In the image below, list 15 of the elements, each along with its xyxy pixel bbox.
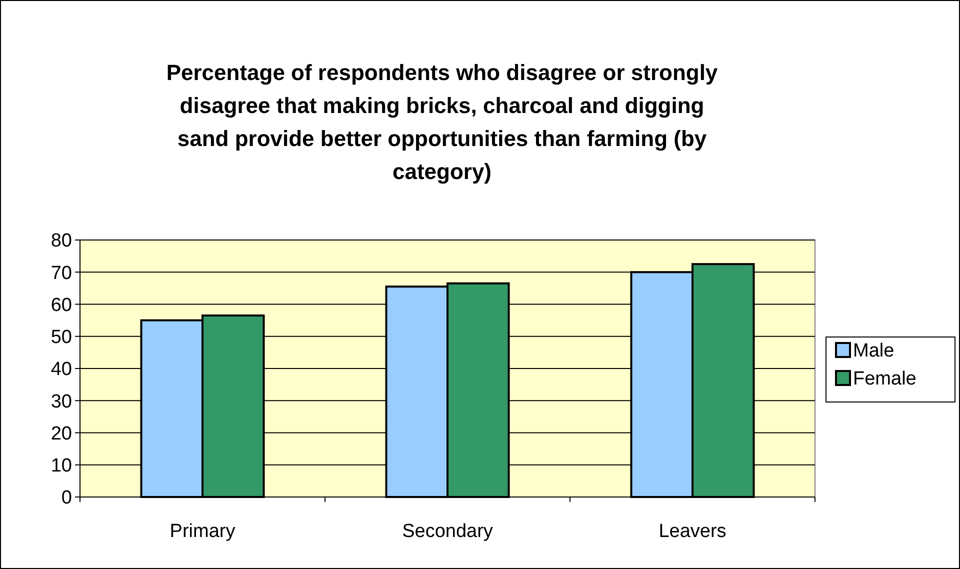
- y-tick-label: 50: [50, 327, 72, 348]
- y-tick-label: 0: [61, 488, 72, 509]
- y-tick-label: 80: [50, 230, 72, 252]
- y-tick-label: 10: [50, 456, 72, 477]
- y-tick-label: 40: [50, 359, 72, 380]
- y-tick-label: 60: [50, 294, 72, 316]
- y-tick-label: 70: [50, 262, 72, 284]
- legend-label: Female: [853, 368, 916, 390]
- chart-title: Percentage of respondents who disagree or strongly disagree that making bricks, charcoal and digging sand provide better opportunities than farming (by category): [166, 60, 718, 184]
- legend-label: Male: [853, 340, 894, 362]
- x-tick-label: Leavers: [658, 521, 726, 542]
- x-tick-label: Primary: [170, 521, 236, 542]
- y-tick-label: 20: [50, 423, 72, 444]
- y-tick-label: 30: [50, 391, 72, 412]
- x-tick-label: Secondary: [402, 521, 494, 542]
